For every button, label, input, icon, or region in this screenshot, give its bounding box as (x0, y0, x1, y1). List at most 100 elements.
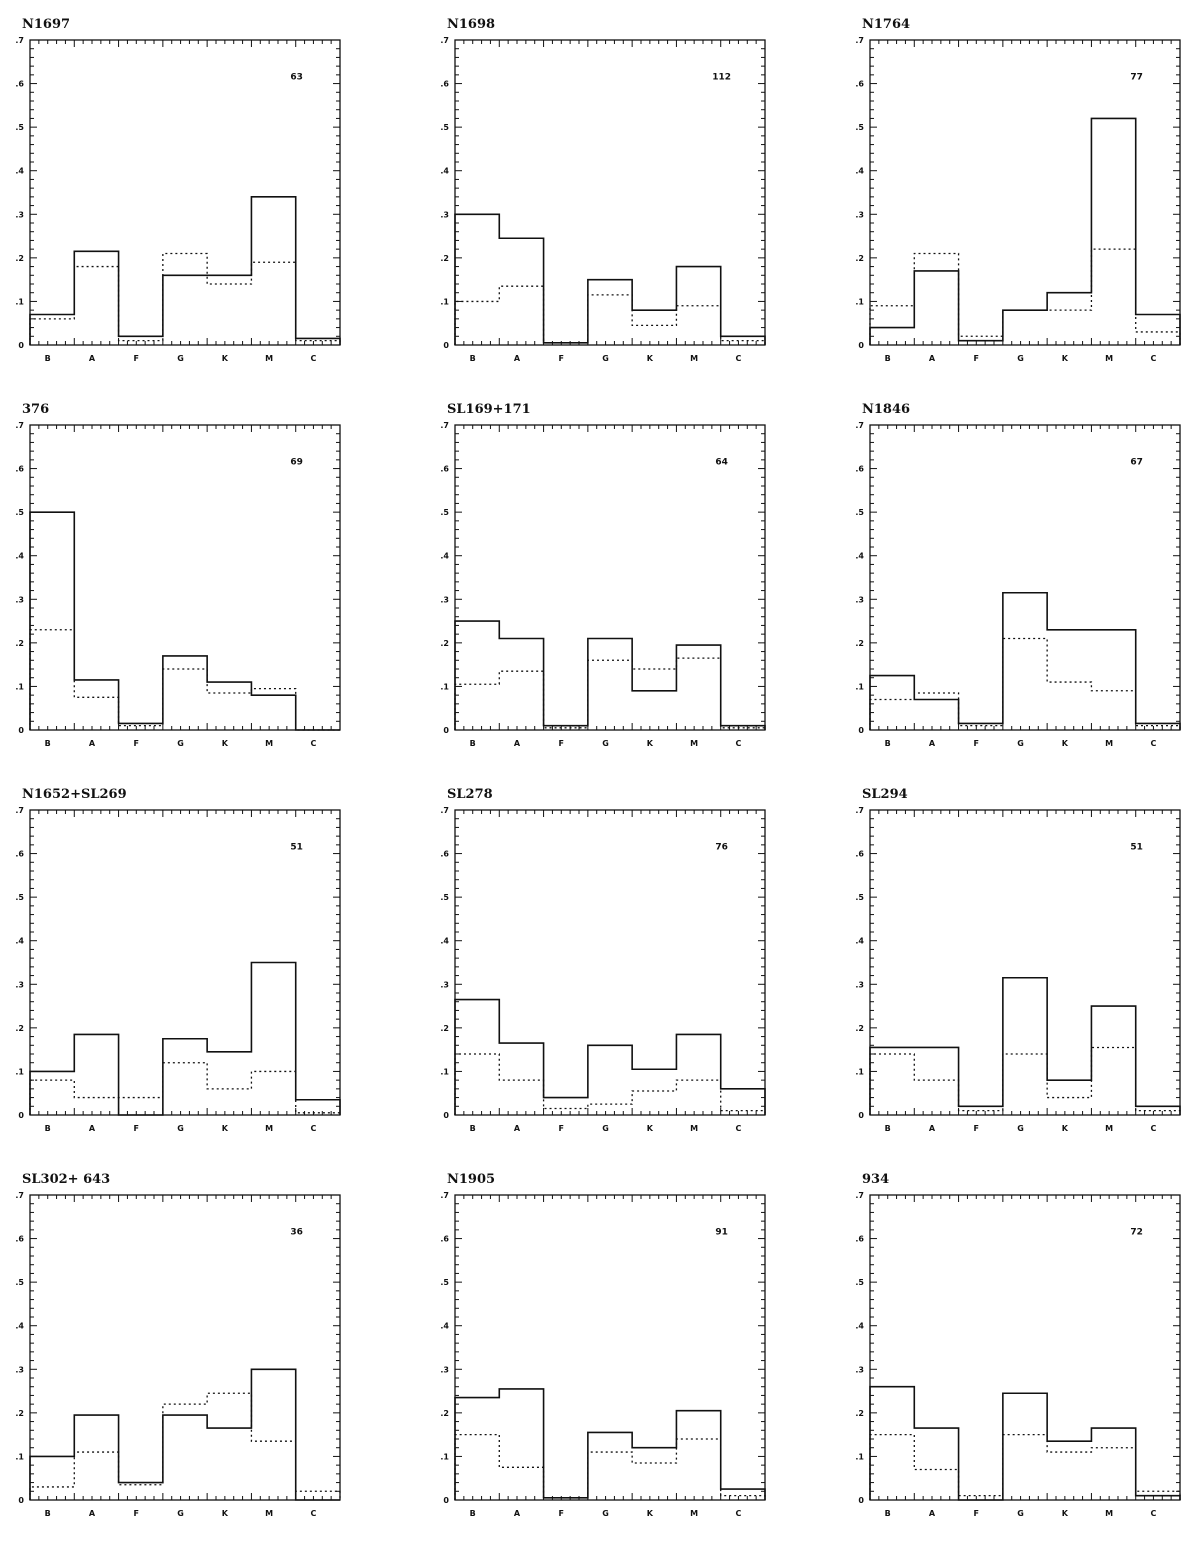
count-label: 72 (1130, 1228, 1143, 1238)
y-tick-label: .6 (855, 850, 864, 859)
y-tick-label: .4 (440, 552, 449, 561)
x-tick-label: M (1105, 1124, 1113, 1133)
series-solid-step (869, 591, 1181, 730)
x-tick-label: G (177, 739, 184, 748)
y-tick-label: .4 (15, 1322, 24, 1331)
x-tick-label: M (265, 1509, 273, 1518)
plot-area: N1698 .7 .6 .5 .4 .3 .2 .1 0 B A F G K M C 112 (440, 17, 766, 363)
x-tick-label: C (310, 354, 316, 363)
y-tick-label: .1 (440, 1067, 449, 1076)
x-tick-label: C (735, 354, 741, 363)
x-tick-label: K (1062, 739, 1069, 748)
count-label: 36 (290, 1228, 303, 1238)
plot-frame (29, 1194, 341, 1501)
x-tick-label: B (885, 1124, 891, 1133)
plot-area: N1652+SL269 .7 .6 .5 .4 .3 .2 .1 0 B A F G K M C 51 (15, 787, 341, 1133)
y-tick-label: 0 (858, 726, 864, 735)
y-tick-label: .4 (855, 167, 864, 176)
x-tick-label: A (89, 739, 96, 748)
y-tick-label: .1 (855, 1452, 864, 1461)
x-tick-label: M (265, 354, 273, 363)
x-tick-label: C (735, 739, 741, 748)
y-tick-label: .1 (15, 1452, 24, 1461)
y-tick-label: .4 (15, 552, 24, 561)
series-dotted-step (29, 252, 341, 345)
x-tick-label: A (514, 1124, 521, 1133)
y-tick-label: .1 (855, 1067, 864, 1076)
x-tick-label: A (929, 1124, 936, 1133)
series-dotted-step (29, 629, 340, 731)
y-tick-label: 0 (858, 341, 864, 350)
panel-title: N1764 (862, 17, 910, 32)
series-solid-step (454, 998, 766, 1115)
x-tick-label: M (690, 354, 698, 363)
x-tick-label: F (974, 1124, 979, 1133)
y-tick-label: .5 (855, 508, 864, 517)
y-tick-label: .1 (855, 297, 864, 306)
x-tick-label: B (470, 739, 476, 748)
count-label: 76 (715, 843, 728, 853)
histogram-panel: N1905 .7 .6 .5 .4 .3 .2 .1 0 B A F G K M C 91 (440, 1172, 766, 1518)
series-solid-step (454, 1388, 766, 1500)
x-tick-label: M (1105, 1509, 1113, 1518)
panel-title: SL302+ 643 (22, 1172, 110, 1187)
x-tick-label: K (647, 739, 654, 748)
y-tick-label: .2 (855, 1024, 864, 1033)
x-tick-label: K (222, 1124, 229, 1133)
y-tick-label: .7 (440, 806, 449, 815)
y-tick-label: .4 (855, 1322, 864, 1331)
y-tick-label: 0 (443, 1111, 449, 1120)
plot-frame (454, 39, 766, 346)
y-tick-label: .7 (440, 1191, 449, 1200)
x-tick-label: B (45, 739, 51, 748)
plot-area: SL169+171 .7 .6 .5 .4 .3 .2 .1 0 B A F G K M C 64 (440, 402, 766, 748)
histogram-panel: SL169+171 .7 .6 .5 .4 .3 .2 .1 0 B A F G K M C 64 (440, 402, 766, 748)
x-tick-label: B (45, 1124, 51, 1133)
x-tick-label: G (1017, 1124, 1024, 1133)
histogram-panel: N1846 .7 .6 .5 .4 .3 .2 .1 0 B A F G K M C 67 (855, 402, 1181, 748)
x-tick-label: C (1150, 739, 1156, 748)
y-tick-label: .2 (440, 1409, 449, 1418)
series-dotted-step (454, 1433, 766, 1500)
y-tick-label: .2 (15, 639, 24, 648)
plot-frame (869, 1194, 1181, 1501)
x-tick-label: G (602, 354, 609, 363)
series-solid-step (29, 196, 341, 345)
histogram-panel: SL294 .7 .6 .5 .4 .3 .2 .1 0 B A F G K M C 51 (855, 787, 1181, 1133)
y-tick-label: .6 (855, 80, 864, 89)
axis-ticks (869, 1194, 1181, 1501)
series-solid-step (869, 1385, 1181, 1501)
x-tick-label: A (514, 1509, 521, 1518)
y-tick-label: .1 (15, 682, 24, 691)
x-tick-label: K (222, 354, 229, 363)
x-tick-label: C (310, 1509, 316, 1518)
count-label: 51 (1130, 843, 1143, 853)
panel-title: N1698 (447, 17, 495, 32)
series-solid-step (454, 213, 766, 345)
panel-title: N1697 (22, 17, 70, 32)
y-tick-label: .3 (855, 210, 864, 219)
y-tick-label: .4 (855, 937, 864, 946)
x-tick-label: B (45, 1509, 51, 1518)
series-dotted-step (29, 1062, 341, 1115)
x-tick-label: C (735, 1124, 741, 1133)
panel-title: SL169+171 (447, 402, 531, 417)
plot-frame (454, 1194, 766, 1501)
y-tick-label: .4 (855, 552, 864, 561)
y-tick-label: .3 (440, 210, 449, 219)
x-tick-label: A (514, 739, 521, 748)
y-tick-label: .3 (855, 595, 864, 604)
panel-title: N1846 (862, 402, 910, 417)
axis-ticks (29, 424, 341, 731)
axis-ticks (29, 809, 341, 1116)
x-tick-label: K (1062, 354, 1069, 363)
x-tick-label: F (559, 354, 564, 363)
x-tick-label: G (1017, 1509, 1024, 1518)
x-tick-label: B (470, 1124, 476, 1133)
y-tick-label: .1 (440, 682, 449, 691)
x-tick-label: B (885, 1509, 891, 1518)
axis-ticks (869, 39, 1181, 346)
y-tick-label: .7 (855, 421, 864, 430)
histogram-panel: SL278 .7 .6 .5 .4 .3 .2 .1 0 B A F G K M C 76 (440, 787, 766, 1133)
